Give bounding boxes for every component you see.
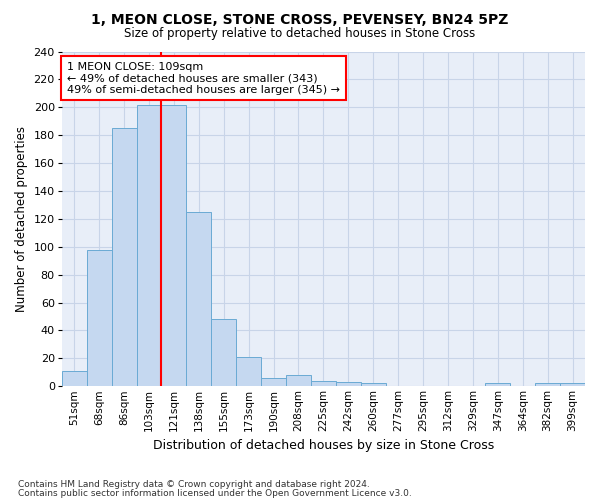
Text: Size of property relative to detached houses in Stone Cross: Size of property relative to detached ho… [124, 28, 476, 40]
Bar [560, 384, 585, 386]
Bar [236, 357, 261, 386]
Bar [161, 104, 187, 386]
Bar [211, 320, 236, 386]
Text: Contains public sector information licensed under the Open Government Licence v3: Contains public sector information licen… [18, 488, 412, 498]
Bar [261, 378, 286, 386]
Bar [62, 371, 86, 386]
Bar [336, 382, 361, 386]
Text: 1, MEON CLOSE, STONE CROSS, PEVENSEY, BN24 5PZ: 1, MEON CLOSE, STONE CROSS, PEVENSEY, BN… [91, 12, 509, 26]
Bar [187, 212, 211, 386]
Y-axis label: Number of detached properties: Number of detached properties [15, 126, 28, 312]
Bar [485, 384, 510, 386]
X-axis label: Distribution of detached houses by size in Stone Cross: Distribution of detached houses by size … [153, 440, 494, 452]
Bar [311, 380, 336, 386]
Bar [286, 375, 311, 386]
Text: 1 MEON CLOSE: 109sqm
← 49% of detached houses are smaller (343)
49% of semi-deta: 1 MEON CLOSE: 109sqm ← 49% of detached h… [67, 62, 340, 94]
Bar [535, 384, 560, 386]
Bar [137, 104, 161, 386]
Bar [86, 250, 112, 386]
Bar [112, 128, 137, 386]
Text: Contains HM Land Registry data © Crown copyright and database right 2024.: Contains HM Land Registry data © Crown c… [18, 480, 370, 489]
Bar [361, 384, 386, 386]
